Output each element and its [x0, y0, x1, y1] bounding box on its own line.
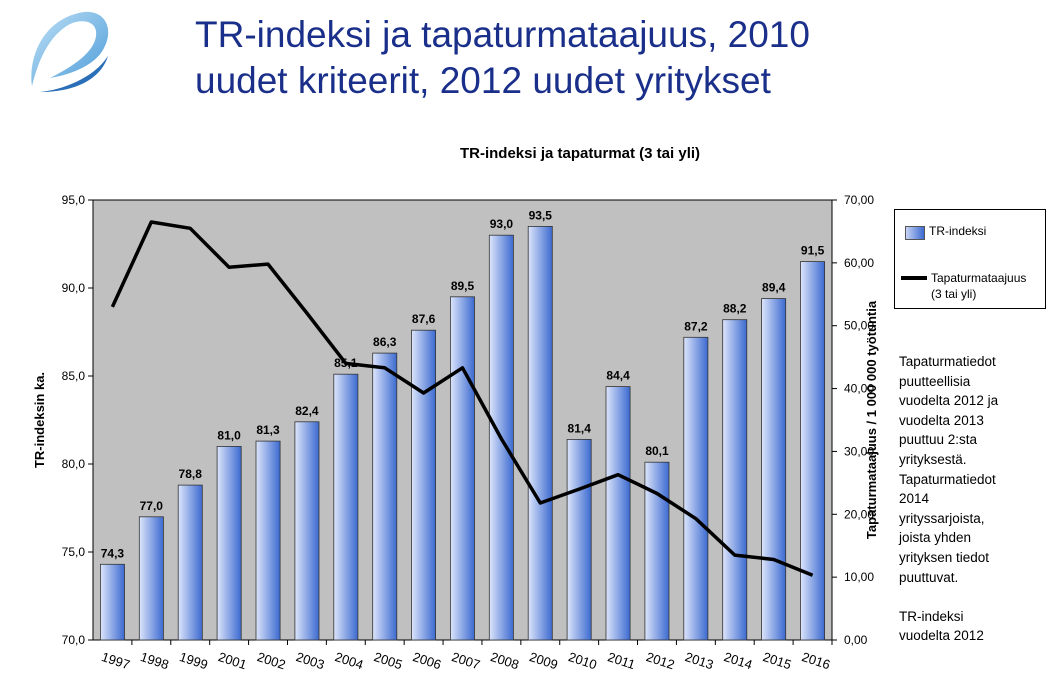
bar-2002 [255, 440, 281, 641]
x-tick-label: 2014 [722, 649, 754, 672]
bar-value-label: 80,1 [645, 444, 669, 458]
bar-value-label: 74,3 [101, 546, 125, 560]
x-tick-label: 2007 [450, 649, 482, 672]
bar-2006 [411, 329, 437, 641]
line-series-tapaturmataajuus [110, 220, 814, 577]
bar-1999 [177, 484, 203, 641]
chart-title: TR-indeksi ja tapaturmat (3 tai yli) [460, 145, 700, 162]
bar-value-label: 81,3 [256, 423, 280, 437]
x-tick-label: 2008 [489, 649, 521, 672]
y-tick-label: 85,0 [62, 369, 86, 383]
y2-tick-label: 50,00 [844, 319, 874, 333]
slide-title: TR-indeksi ja tapaturmataajuus, 2010 uud… [195, 12, 810, 104]
x-tick-label: 2003 [294, 649, 326, 672]
bar-value-label: 93,0 [490, 217, 514, 231]
y2-tick-label: 60,00 [844, 256, 874, 270]
legend-line-label-1: Tapaturmataajuus [931, 271, 1027, 285]
bar-value-label: 87,2 [684, 319, 708, 333]
x-tick-label: 2009 [528, 649, 560, 672]
bar-value-label: 91,5 [801, 244, 825, 258]
bar-value-label: 87,6 [412, 312, 436, 326]
bar-1998 [138, 516, 164, 641]
bar-2001 [216, 445, 242, 641]
bar-value-label: 78,8 [179, 467, 203, 481]
y-tick-label: 95,0 [62, 193, 86, 207]
x-tick-label: 2010 [567, 649, 599, 672]
y-axis-left-label: TR-indeksin ka. [32, 372, 47, 468]
bar-2016 [800, 261, 826, 641]
y2-tick-label: 30,00 [844, 444, 874, 458]
bar-value-label: 89,4 [762, 281, 786, 295]
bar-value-label: 77,0 [140, 499, 164, 513]
chart-legend: TR-indeksi Tapaturmataajuus (3 tai yli) [894, 209, 1046, 309]
bar-2004 [333, 373, 359, 641]
slide-title-line-1: TR-indeksi ja tapaturmataajuus, 2010 [195, 14, 810, 55]
x-tick-label: 2015 [761, 649, 793, 672]
bar-2007 [449, 296, 475, 641]
side-note: Tapaturmatiedot puutteellisia vuodelta 2… [899, 354, 999, 644]
bar-value-label: 81,0 [217, 428, 241, 442]
bar-2013 [683, 336, 709, 641]
bar-value-label: 82,4 [295, 404, 319, 418]
bar-2010 [566, 438, 592, 641]
y-axis-right-label: Tapaturmataajuus / 1 000 000 työtuntia [864, 300, 879, 539]
legend-bar-swatch [905, 226, 925, 240]
x-tick-label: 1998 [139, 649, 171, 672]
x-tick-label: 2016 [800, 649, 832, 672]
y2-tick-label: 10,00 [844, 570, 874, 584]
x-tick-label: 2001 [216, 649, 248, 672]
x-tick-label: 1999 [178, 649, 210, 672]
bar-2011 [605, 386, 631, 641]
bar-value-label: 84,4 [606, 369, 630, 383]
y-tick-label: 75,0 [62, 545, 86, 559]
y-tick-label: 70,0 [62, 633, 86, 647]
x-tick-label: 2005 [372, 649, 404, 672]
bar-2009 [527, 225, 553, 641]
bar-2005 [372, 352, 398, 641]
slide-title-line-2: uudet kriteerit, 2012 uudet yritykset [195, 60, 771, 101]
legend-bar-label: TR-indeksi [929, 224, 987, 238]
x-tick-label: 2011 [606, 649, 637, 672]
bar-value-label: 88,2 [723, 302, 747, 316]
x-tick-label: 1997 [100, 649, 132, 672]
legend-line-label-2: (3 tai yli) [931, 287, 977, 301]
legend-line-swatch [901, 276, 927, 280]
y-tick-label: 90,0 [62, 281, 86, 295]
bar-1997 [100, 563, 125, 641]
y2-tick-label: 40,00 [844, 382, 874, 396]
x-tick-label: 2012 [644, 649, 676, 672]
y2-tick-label: 0,00 [844, 633, 868, 647]
y2-tick-label: 70,00 [844, 193, 874, 207]
bar-value-label: 89,5 [451, 279, 475, 293]
x-tick-label: 2013 [683, 649, 715, 672]
y-tick-label: 80,0 [62, 457, 86, 471]
bar-value-label: 81,4 [568, 421, 592, 435]
bar-2014 [722, 319, 748, 641]
x-tick-label: 2002 [255, 649, 287, 672]
bar-2015 [761, 298, 787, 641]
bar-value-label: 86,3 [373, 335, 397, 349]
company-logo [31, 11, 109, 92]
bar-value-label: 93,5 [529, 208, 553, 222]
x-tick-label: 2004 [333, 649, 365, 672]
x-tick-label: 2006 [411, 649, 443, 672]
y2-tick-label: 20,00 [844, 507, 874, 521]
bar-2003 [294, 421, 320, 641]
